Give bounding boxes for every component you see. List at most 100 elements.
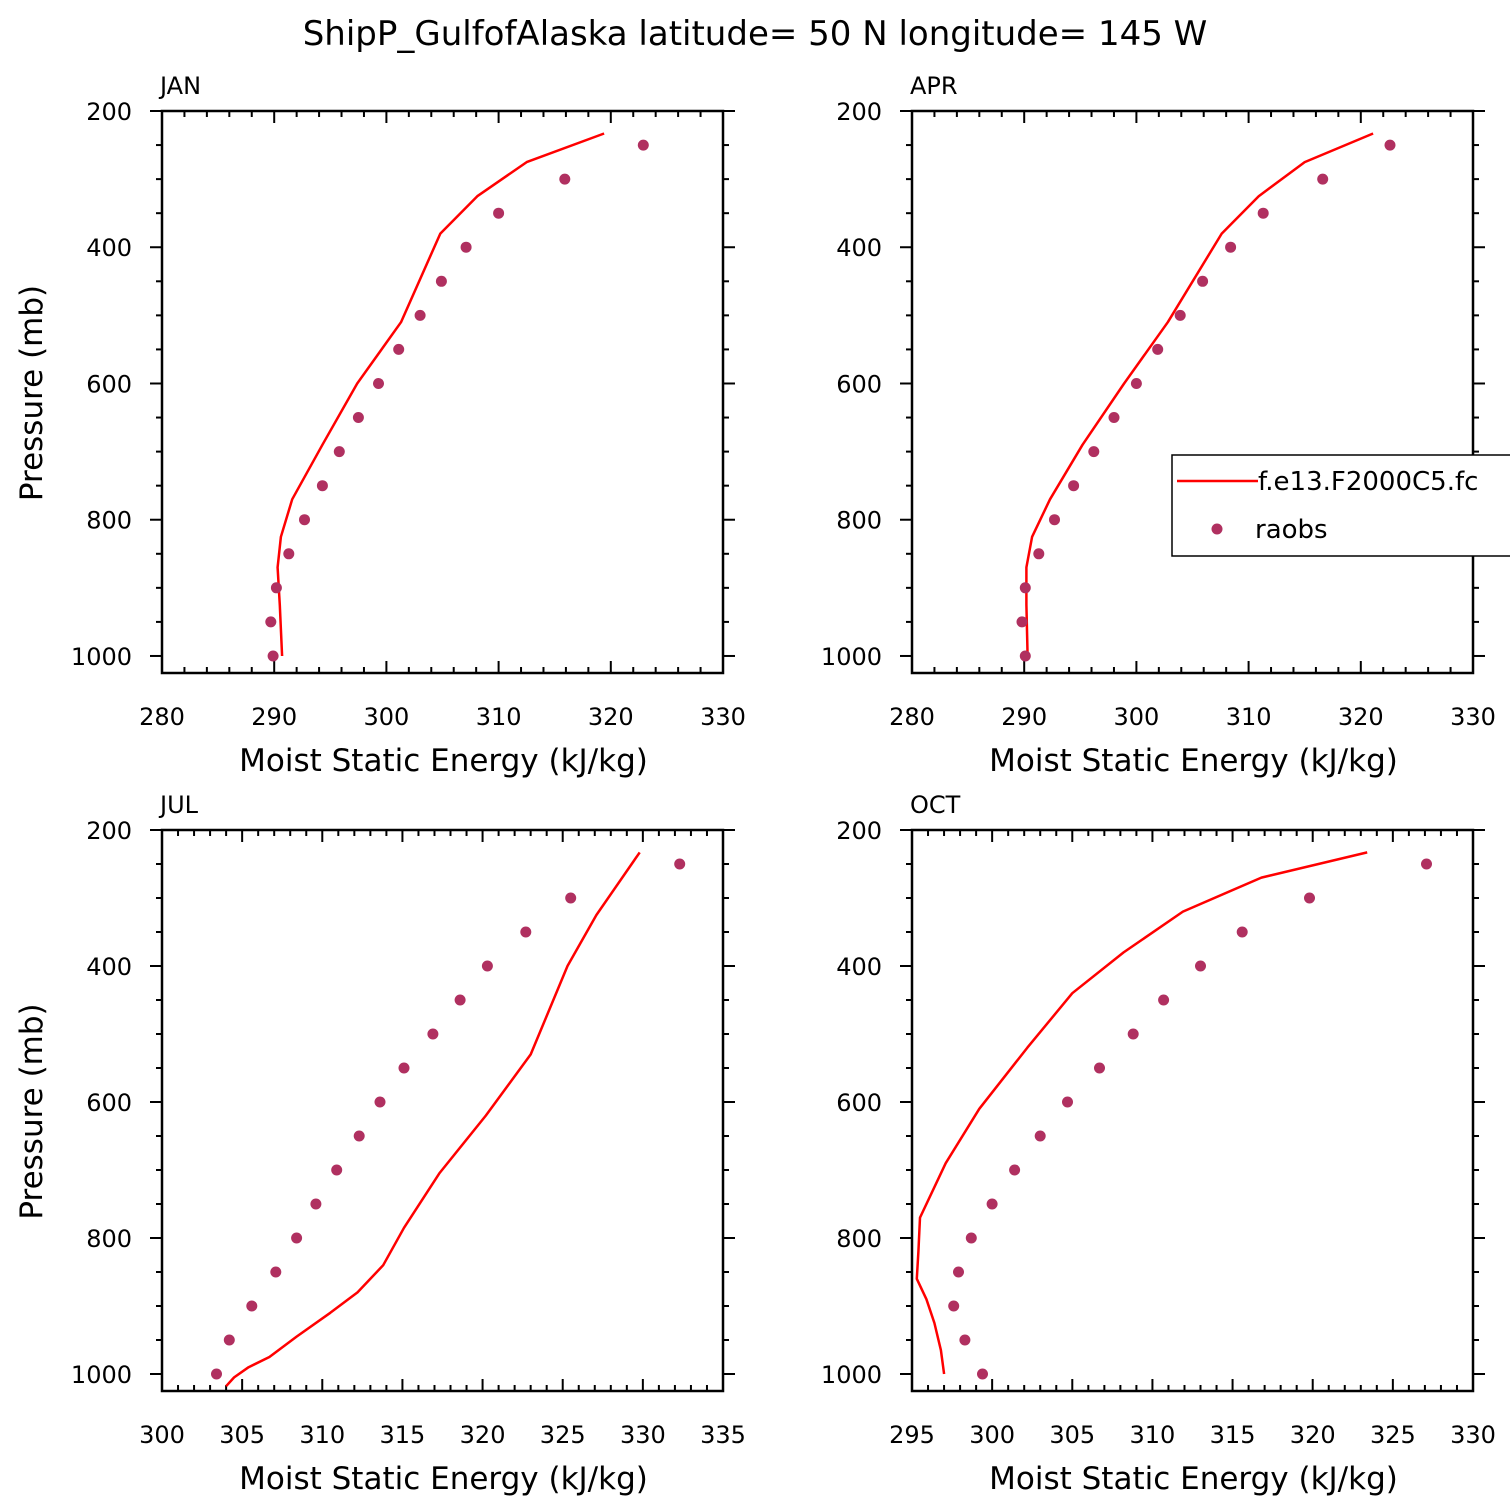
raobs-point <box>1062 1096 1073 1108</box>
x-tick-label: 300 <box>969 1421 1015 1449</box>
y-tick-label: 1000 <box>71 1361 132 1389</box>
y-axis-label: Pressure (mb) <box>14 1003 50 1219</box>
raobs-point <box>427 1028 439 1040</box>
y-tick-label: 1000 <box>821 1361 882 1389</box>
raobs-point <box>977 1368 988 1380</box>
x-tick-label: 280 <box>889 703 935 731</box>
raobs-point <box>435 275 447 287</box>
plot-frame <box>160 109 725 675</box>
x-tick-label: 315 <box>380 1421 426 1449</box>
raobs-point <box>1094 1062 1105 1074</box>
raobs-point <box>986 1198 998 1210</box>
raobs-point <box>1421 858 1432 870</box>
legend: f.e13.F2000C5.fc raobs <box>1171 454 1510 557</box>
x-tick-label: 310 <box>299 1421 345 1449</box>
raobs-point <box>211 1368 222 1380</box>
raobs-point <box>267 650 279 662</box>
panel-title: APR <box>910 72 958 100</box>
legend-obs-swatch <box>1211 523 1223 535</box>
x-tick-label: 320 <box>1338 703 1384 731</box>
raobs-point <box>454 994 466 1006</box>
x-tick-label: 320 <box>1290 1421 1336 1449</box>
x-axis-label: Moist Static Energy (kJ/kg) <box>989 1461 1398 1497</box>
x-tick-label: 330 <box>1450 1421 1496 1449</box>
y-tick-label: 600 <box>86 370 132 398</box>
y-tick-label: 600 <box>836 1089 882 1117</box>
x-tick-label: 310 <box>1226 703 1272 731</box>
panels: 280 290 300 310 320 330 200 400 600 800 1000 JAN Moi… <box>14 72 1496 1497</box>
x-tick-label: 320 <box>460 1421 506 1449</box>
raobs-point <box>373 378 384 389</box>
raobs-point <box>398 1062 410 1074</box>
y-tick-label: 600 <box>836 370 882 398</box>
x-tick-label: 325 <box>540 1421 586 1449</box>
raobs-point <box>1068 480 1080 492</box>
panel-title: JUL <box>158 791 199 819</box>
plot-frame <box>160 828 725 1393</box>
raobs-point <box>674 858 686 870</box>
raobs-point <box>1009 1164 1021 1176</box>
raobs-point <box>1317 173 1329 185</box>
raobs-point <box>1127 1028 1139 1040</box>
raobs-point <box>1152 343 1164 355</box>
raobs-point <box>1019 582 1031 594</box>
model-line <box>276 132 605 657</box>
raobs-point <box>1033 548 1045 560</box>
raobs-point <box>223 1334 235 1346</box>
raobs-point <box>1130 378 1142 389</box>
plot-frame <box>910 828 1475 1393</box>
raobs-point <box>331 1164 343 1176</box>
raobs-point <box>948 1300 960 1312</box>
raobs-point <box>565 892 577 904</box>
panel-jul: 300 305 310 315 320 325 330 335 200 400 600 800 1000… <box>14 791 746 1497</box>
x-tick-label: 335 <box>700 1421 746 1449</box>
raobs-point <box>953 1266 964 1278</box>
y-tick-label: 200 <box>836 98 882 126</box>
x-tick-label: 310 <box>476 703 522 731</box>
raobs-point <box>959 1334 971 1346</box>
x-tick-label: 320 <box>588 703 634 731</box>
raobs-point <box>637 139 649 151</box>
raobs-point <box>310 1198 322 1210</box>
raobs-point <box>1304 892 1315 904</box>
model-line <box>915 851 1368 1375</box>
raobs-point <box>460 241 472 253</box>
y-tick-label: 800 <box>86 507 132 535</box>
raobs-point <box>1088 446 1100 458</box>
x-tick-label: 300 <box>139 1421 185 1449</box>
x-tick-label: 300 <box>1113 703 1159 731</box>
raobs-point <box>393 343 405 355</box>
panel-title: JAN <box>158 72 201 100</box>
x-axis-label: Moist Static Energy (kJ/kg) <box>239 1461 648 1497</box>
raobs-point <box>414 309 426 321</box>
raobs-point <box>1019 650 1031 662</box>
y-tick-label: 400 <box>86 234 132 262</box>
raobs-point <box>316 480 328 492</box>
raobs-point <box>299 514 310 526</box>
raobs-point <box>1236 926 1248 938</box>
y-tick-label: 400 <box>836 234 882 262</box>
y-tick-label: 800 <box>836 1225 882 1253</box>
panel-jan: 280 290 300 310 320 330 200 400 600 800 1000 JAN Moi… <box>14 72 746 779</box>
y-axis-label: Pressure (mb) <box>14 285 50 501</box>
raobs-point <box>1225 241 1237 253</box>
raobs-point <box>353 1130 365 1142</box>
raobs-point <box>1016 616 1028 628</box>
x-tick-label: 330 <box>1450 703 1496 731</box>
raobs-point <box>1049 514 1060 526</box>
raobs-point <box>481 960 493 972</box>
raobs-point <box>270 582 282 594</box>
x-tick-label: 290 <box>251 703 297 731</box>
x-tick-label: 290 <box>1001 703 1047 731</box>
y-tick-label: 1000 <box>821 643 882 671</box>
x-axis-label: Moist Static Energy (kJ/kg) <box>989 743 1398 779</box>
y-tick-label: 400 <box>86 953 132 981</box>
raobs-point <box>1197 275 1209 287</box>
y-tick-label: 200 <box>836 817 882 845</box>
raobs-point <box>1195 960 1206 972</box>
x-tick-label: 315 <box>1210 1421 1256 1449</box>
raobs-point <box>1034 1130 1046 1142</box>
x-tick-label: 325 <box>1370 1421 1416 1449</box>
raobs-point <box>1158 994 1170 1006</box>
raobs-point <box>291 1232 303 1244</box>
